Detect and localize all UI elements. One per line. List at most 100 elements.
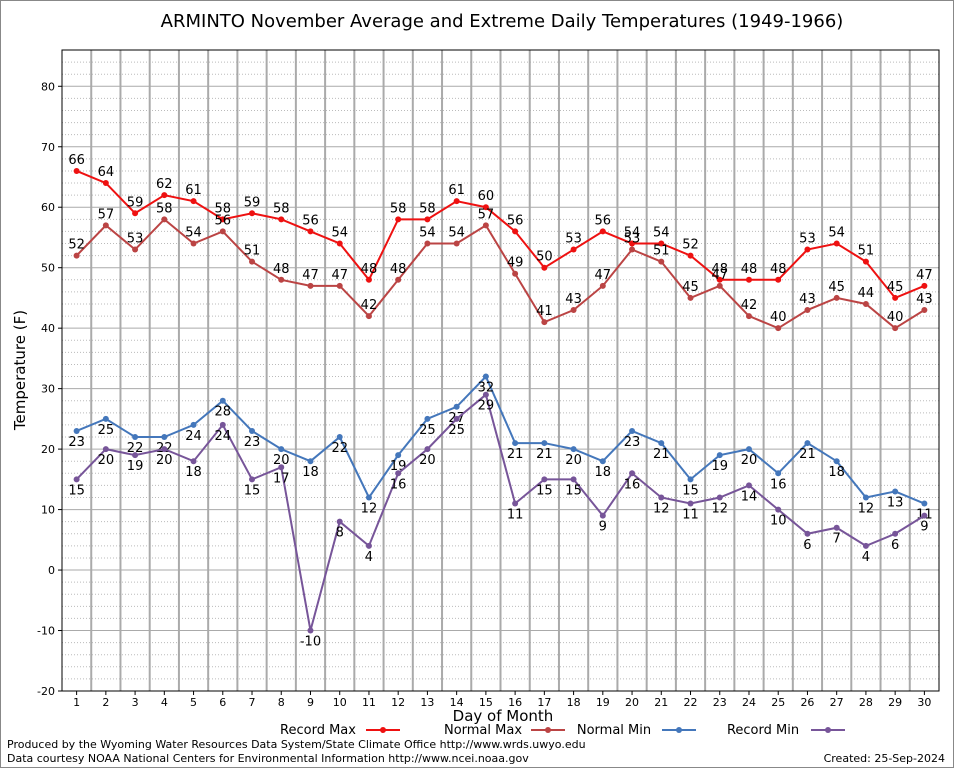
data-point (190, 240, 197, 247)
data-point (424, 240, 431, 247)
data-label: 54 (828, 226, 845, 241)
data-point (687, 252, 694, 259)
data-point (73, 167, 80, 174)
data-point (365, 542, 372, 549)
data-label: 21 (536, 447, 553, 462)
y-tick-label: 40 (41, 322, 55, 335)
x-tick-label: 7 (249, 696, 256, 709)
data-label: 48 (390, 262, 407, 277)
data-label: 47 (916, 268, 933, 283)
data-label: 18 (828, 465, 845, 480)
data-point (482, 204, 489, 211)
data-label: 54 (448, 226, 465, 241)
data-point (921, 500, 928, 507)
data-point (921, 512, 928, 519)
grid (62, 49, 939, 692)
data-point (570, 476, 577, 483)
data-point (804, 440, 811, 447)
data-point (541, 476, 548, 483)
data-label: 32 (478, 381, 495, 396)
data-point (219, 216, 226, 223)
legend-label: Record Max (280, 723, 356, 738)
x-tick-label: 11 (362, 696, 376, 709)
data-point (278, 464, 285, 471)
data-label: 54 (185, 226, 202, 241)
data-label: 18 (185, 465, 202, 480)
data-label: 48 (741, 262, 758, 277)
data-label: 53 (799, 232, 816, 247)
data-point (190, 421, 197, 428)
data-point (512, 500, 519, 507)
data-label: 48 (273, 262, 290, 277)
data-label: 11 (507, 508, 524, 523)
data-label: 17 (273, 471, 290, 486)
x-tick-label: 27 (830, 696, 844, 709)
data-label: 61 (448, 183, 465, 198)
data-point (775, 506, 782, 513)
x-tick-label: 26 (800, 696, 814, 709)
data-label: 52 (682, 238, 699, 253)
data-label: 48 (711, 262, 728, 277)
chart-title: ARMINTO November Average and Extreme Dai… (161, 11, 844, 32)
data-point (599, 228, 606, 235)
data-point (132, 246, 139, 253)
data-label: 43 (565, 292, 582, 307)
data-label: 15 (244, 483, 261, 498)
series-line (76, 170, 925, 300)
data-label: 24 (215, 429, 232, 444)
legend-label: Record Min (727, 723, 799, 738)
data-point (716, 282, 723, 289)
data-point (599, 282, 606, 289)
data-point (395, 470, 402, 477)
data-point (336, 240, 343, 247)
data-label: 20 (98, 453, 115, 468)
data-label: 15 (565, 483, 582, 498)
data-point (921, 307, 928, 314)
data-point (512, 228, 519, 235)
x-tick-label: 15 (479, 696, 493, 709)
data-label: 25 (448, 423, 465, 438)
data-point (862, 300, 869, 307)
data-label: -10 (300, 635, 321, 650)
data-point (716, 494, 723, 501)
data-point (512, 270, 519, 277)
data-point (453, 198, 460, 205)
data-point (629, 427, 636, 434)
data-point (249, 258, 256, 265)
data-point (336, 518, 343, 525)
data-label: 53 (127, 232, 144, 247)
data-point (132, 434, 139, 441)
data-label: 7 (833, 532, 841, 547)
y-tick-label: 60 (41, 201, 55, 214)
data-point (307, 228, 314, 235)
legend-swatch-marker (545, 727, 551, 733)
data-label: 15 (68, 483, 85, 498)
data-label: 51 (858, 244, 875, 259)
data-label: 40 (887, 310, 904, 325)
data-point (804, 307, 811, 314)
data-label: 18 (595, 465, 612, 480)
data-point (336, 282, 343, 289)
y-tick-label: 30 (41, 383, 55, 396)
data-point (336, 434, 343, 441)
data-label: 47 (331, 268, 348, 283)
data-label: 16 (770, 477, 787, 492)
data-label: 21 (799, 447, 816, 462)
data-label: 47 (711, 268, 728, 283)
data-point (892, 488, 899, 495)
data-point (599, 512, 606, 519)
data-label: 50 (536, 250, 553, 265)
data-label: 4 (365, 550, 373, 565)
data-point (190, 198, 197, 205)
data-label: 52 (68, 238, 85, 253)
data-point (395, 452, 402, 459)
x-tick-label: 13 (420, 696, 434, 709)
data-label: 25 (419, 423, 436, 438)
y-tick-label: 0 (48, 564, 55, 577)
data-point (161, 434, 168, 441)
data-point (599, 458, 606, 465)
x-tick-label: 19 (596, 696, 610, 709)
data-point (453, 403, 460, 410)
series-record-min: 15 20 19 20 18 24 15 17 -10 8 4 16 20 25 29 11 15 15 9 16 12… (68, 391, 929, 650)
